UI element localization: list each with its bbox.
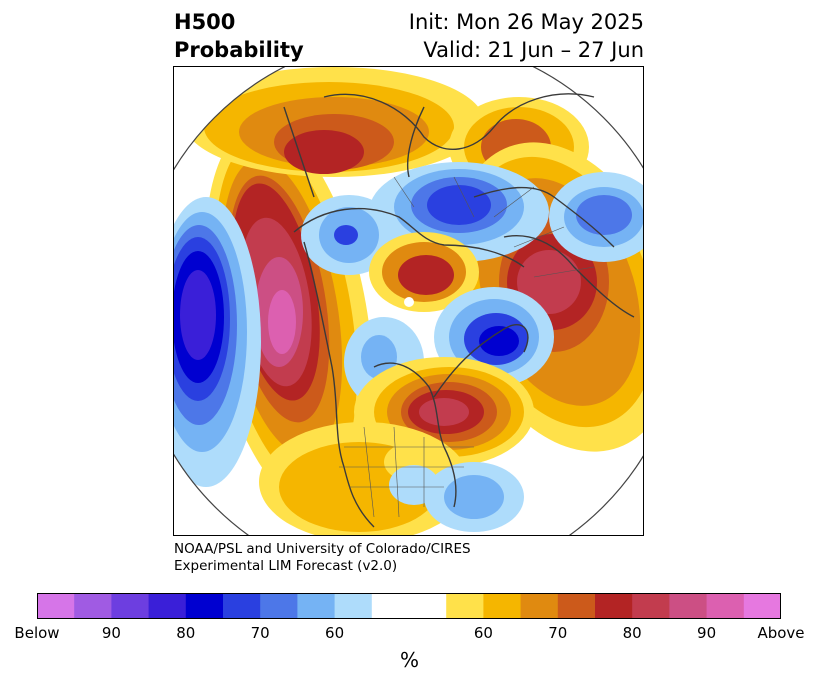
colorbar-unit: % <box>399 648 419 672</box>
valid-range: Valid: 21 Jun – 27 Jun <box>423 38 644 62</box>
colorbar-tick-label: Above <box>757 624 805 642</box>
colorbar-tick-label: 60 <box>325 624 345 642</box>
colorbar-tick-label: 80 <box>176 624 196 642</box>
colorbar-tick-label: 70 <box>548 624 568 642</box>
colorbar-swatch <box>371 593 410 619</box>
credit-text: NOAA/PSL and University of Colorado/CIRE… <box>174 541 471 575</box>
colorbar-tick-label: Below <box>14 624 60 642</box>
asia-ridge-anomaly <box>184 67 484 177</box>
colorbar-swatch <box>111 593 150 619</box>
alaska-trough-anomaly <box>301 195 397 275</box>
colorbar-swatch <box>520 593 559 619</box>
colorbar <box>37 593 781 619</box>
map-title: H500 Probability <box>174 8 304 64</box>
us-ridge-anomaly <box>259 422 469 535</box>
variable-label: H500 <box>174 10 236 34</box>
colorbar-ticks: Below 90 80 70 60 60 70 80 90 Above <box>0 624 819 644</box>
arctic-ridge-anomaly <box>369 232 479 312</box>
colorbar-tick-label: 60 <box>473 624 493 642</box>
colorbar-swatch <box>446 593 484 619</box>
colorbar-swatch <box>223 593 261 619</box>
colorbar-outline <box>37 593 781 619</box>
coastlines <box>283 93 635 528</box>
colorbar-swatch <box>260 593 298 619</box>
colorbar-swatch <box>297 593 336 619</box>
colorbar-swatch <box>37 593 75 619</box>
forecast-dates: Init: Mon 26 May 2025 Valid: 21 Jun – 27… <box>409 8 644 64</box>
colorbar-swatch <box>669 593 708 619</box>
greenland-trough-anomaly <box>434 287 554 387</box>
probability-map <box>173 66 644 536</box>
colorbar-swatch <box>409 593 447 619</box>
colorbar-tick-label: 70 <box>250 624 270 642</box>
colorbar-swatch <box>185 593 224 619</box>
atlantic-trough-anomaly <box>389 462 524 532</box>
north-pole-marker <box>404 297 414 307</box>
colorbar-tick-label: 80 <box>622 624 642 642</box>
colorbar-swatch <box>334 593 373 619</box>
colorbar-swatch <box>483 593 522 619</box>
colorbar-swatch <box>595 593 633 619</box>
colorbar-swatch <box>557 593 596 619</box>
borders <box>339 176 595 518</box>
pacific-trough-anomaly <box>174 197 261 487</box>
product-label: Probability <box>174 38 304 62</box>
init-date: Init: Mon 26 May 2025 <box>408 10 644 34</box>
map-svg <box>174 67 643 535</box>
credit-line-2: Experimental LIM Forecast (v2.0) <box>174 558 398 574</box>
colorbar-tick-label: 90 <box>697 624 717 642</box>
colorbar-swatch <box>743 593 781 619</box>
colorbar-swatch <box>706 593 745 619</box>
colorbar-swatch <box>74 593 112 619</box>
colorbar-swatch <box>632 593 670 619</box>
colorbar-swatch <box>148 593 187 619</box>
credit-line-1: NOAA/PSL and University of Colorado/CIRE… <box>174 541 471 557</box>
colorbar-tick-label: 90 <box>101 624 121 642</box>
